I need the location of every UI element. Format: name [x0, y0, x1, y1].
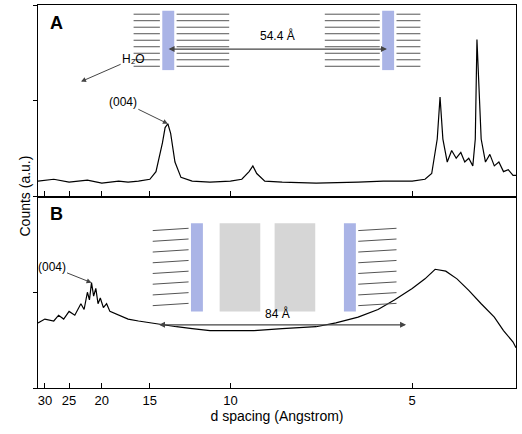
svg-text:25: 25: [62, 393, 76, 408]
svg-text:54.4 Å: 54.4 Å: [260, 28, 295, 43]
svg-text:30: 30: [38, 393, 52, 408]
svg-text:84 Å: 84 Å: [265, 306, 290, 321]
svg-text:Counts (a.u.): Counts (a.u.): [17, 156, 33, 237]
svg-text:B: B: [50, 204, 63, 224]
svg-text:15: 15: [143, 393, 157, 408]
svg-text:d spacing (Angstrom): d spacing (Angstrom): [210, 408, 343, 424]
svg-text:(004): (004): [109, 95, 137, 109]
svg-text:H₂O: H₂O: [122, 52, 145, 66]
svg-text:(004): (004): [38, 260, 66, 274]
svg-text:A: A: [50, 13, 63, 33]
svg-text:20: 20: [95, 393, 109, 408]
svg-text:5: 5: [409, 393, 416, 408]
svg-text:10: 10: [223, 393, 237, 408]
